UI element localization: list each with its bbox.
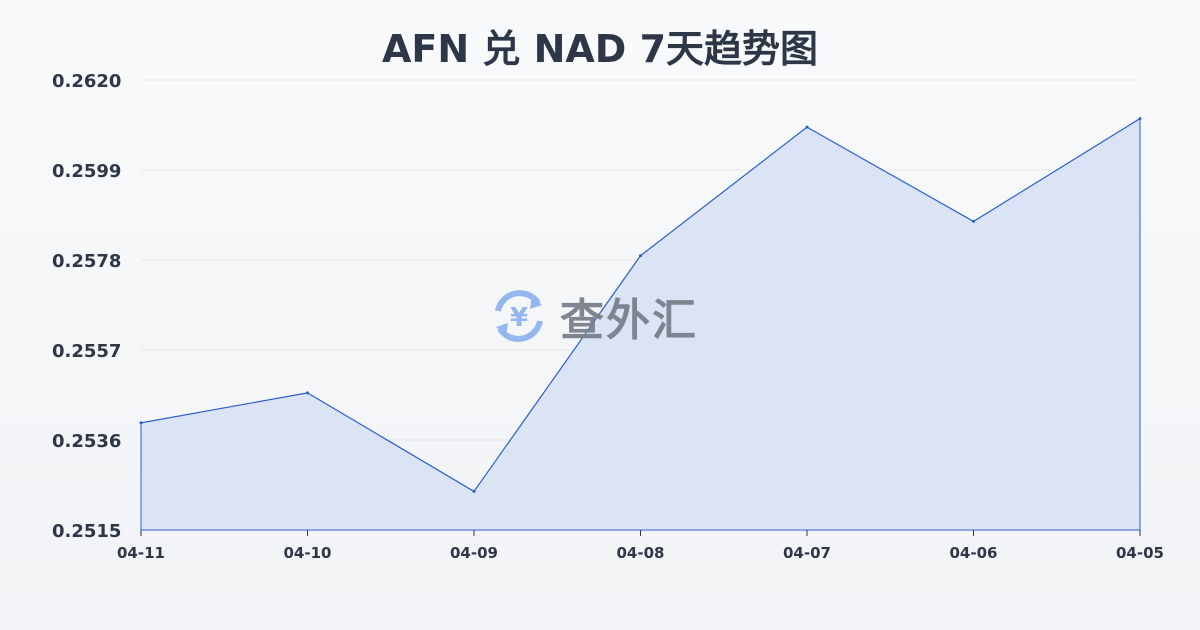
y-tick-label: 0.2620 bbox=[52, 71, 121, 92]
area-fill bbox=[141, 118, 1140, 531]
x-tick-label: 04-06 bbox=[950, 544, 998, 562]
x-tick-label: 04-09 bbox=[450, 544, 498, 562]
x-tick-label: 04-07 bbox=[783, 544, 831, 562]
data-point bbox=[1138, 117, 1142, 121]
data-point bbox=[639, 254, 642, 258]
data-point bbox=[306, 391, 309, 395]
watermark: ¥ 查外汇 bbox=[488, 284, 698, 348]
y-tick-label: 0.2536 bbox=[52, 431, 121, 452]
data-point bbox=[805, 125, 809, 129]
yen-exchange-icon: ¥ bbox=[495, 290, 543, 342]
x-tick-label: 04-08 bbox=[617, 544, 665, 562]
chart-title: AFN 兑 NAD 7天趋势图 bbox=[381, 27, 819, 71]
svg-text:¥: ¥ bbox=[510, 303, 528, 333]
y-tick-label: 0.2578 bbox=[52, 251, 121, 272]
watermark-text: 查外汇 bbox=[560, 295, 698, 346]
data-point bbox=[139, 421, 143, 425]
y-tick-label: 0.2557 bbox=[52, 341, 121, 362]
y-tick-label: 0.2599 bbox=[52, 161, 121, 182]
x-tick-label: 04-05 bbox=[1116, 544, 1164, 562]
data-point bbox=[972, 219, 975, 223]
x-tick-label: 04-10 bbox=[284, 544, 332, 562]
y-tick-label: 0.2515 bbox=[52, 521, 121, 542]
data-point bbox=[472, 489, 476, 493]
x-tick-label: 04-11 bbox=[117, 544, 165, 562]
